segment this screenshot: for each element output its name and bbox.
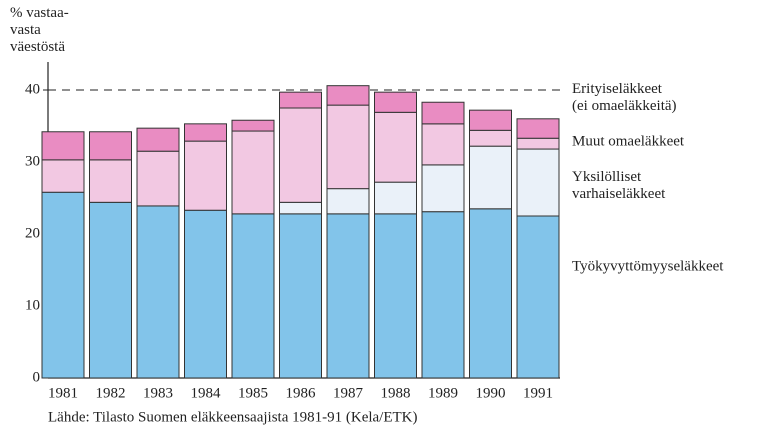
bar-segment bbox=[374, 181, 417, 215]
bar-segment bbox=[374, 213, 417, 379]
bar-segment bbox=[279, 107, 322, 203]
bar-segment bbox=[421, 211, 465, 379]
bar-segment bbox=[41, 159, 85, 193]
x-tick-label: 1986 bbox=[286, 385, 317, 401]
bar-segment bbox=[136, 150, 180, 207]
x-tick-label: 1981 bbox=[48, 385, 78, 401]
x-tick-label: 1985 bbox=[238, 385, 268, 401]
bar-segment bbox=[326, 213, 370, 379]
x-tick-label: 1989 bbox=[428, 385, 458, 401]
bar-segment bbox=[516, 148, 560, 217]
legend-label: Muut omaeläkkeet bbox=[572, 133, 685, 149]
bar-segment bbox=[231, 213, 275, 379]
bar-segment bbox=[469, 145, 512, 210]
bar-segment bbox=[374, 91, 417, 113]
bar-segment bbox=[469, 109, 512, 131]
bar-segment bbox=[89, 159, 132, 203]
legend-label: Työkyvyttömyyseläkkeet bbox=[572, 258, 724, 274]
x-tick-label: 1991 bbox=[523, 385, 553, 401]
bar-segment bbox=[326, 188, 370, 215]
bar-segment bbox=[279, 201, 322, 215]
x-tick-label: 1982 bbox=[96, 385, 126, 401]
bar-segment bbox=[421, 123, 465, 166]
y-tick-label: 0 bbox=[33, 369, 41, 385]
bar-segment bbox=[184, 209, 227, 379]
bar-segment bbox=[184, 123, 227, 142]
y-axis-label: % vastaa-vasta väestöstä bbox=[10, 5, 69, 55]
legend-label: Yksilölliset varhaiseläkkeet bbox=[572, 169, 666, 202]
bar-segment bbox=[89, 131, 132, 161]
x-tick-label: 1984 bbox=[191, 385, 222, 401]
bar-segment bbox=[136, 127, 180, 152]
x-tick-label: 1983 bbox=[143, 385, 173, 401]
bar-segment bbox=[41, 131, 85, 161]
legend-label: Erityiseläkkeet (ei omaeläkkeitä) bbox=[572, 81, 677, 114]
x-tick-label: 1990 bbox=[476, 385, 506, 401]
bar-segment bbox=[469, 129, 512, 147]
bar-segment bbox=[89, 201, 132, 379]
bar-segment bbox=[516, 118, 560, 139]
y-tick-label: 10 bbox=[25, 297, 40, 313]
bar-segment bbox=[279, 213, 322, 379]
bar-segment bbox=[326, 104, 370, 190]
y-tick-label: 30 bbox=[25, 153, 40, 169]
x-tick-label: 1987 bbox=[333, 385, 364, 401]
bar-segment bbox=[231, 119, 275, 132]
y-tick-label: 20 bbox=[25, 225, 40, 241]
bar-segment bbox=[41, 191, 85, 379]
bar-segment bbox=[231, 130, 275, 215]
bar-segment bbox=[516, 137, 560, 150]
bar-segment bbox=[184, 140, 227, 211]
bar-segment bbox=[374, 111, 417, 183]
source: Lähde: Tilasto Suomen eläkkeensaajista 1… bbox=[48, 409, 418, 425]
bar-segment bbox=[136, 205, 180, 379]
bar-segment bbox=[421, 101, 465, 125]
bar-segment bbox=[279, 91, 322, 109]
y-tick-label: 40 bbox=[25, 81, 40, 97]
bar-segment bbox=[516, 215, 560, 379]
bar-segment bbox=[326, 85, 370, 106]
bar-segment bbox=[421, 164, 465, 213]
bar-segment bbox=[469, 208, 512, 379]
x-tick-label: 1988 bbox=[381, 385, 411, 401]
